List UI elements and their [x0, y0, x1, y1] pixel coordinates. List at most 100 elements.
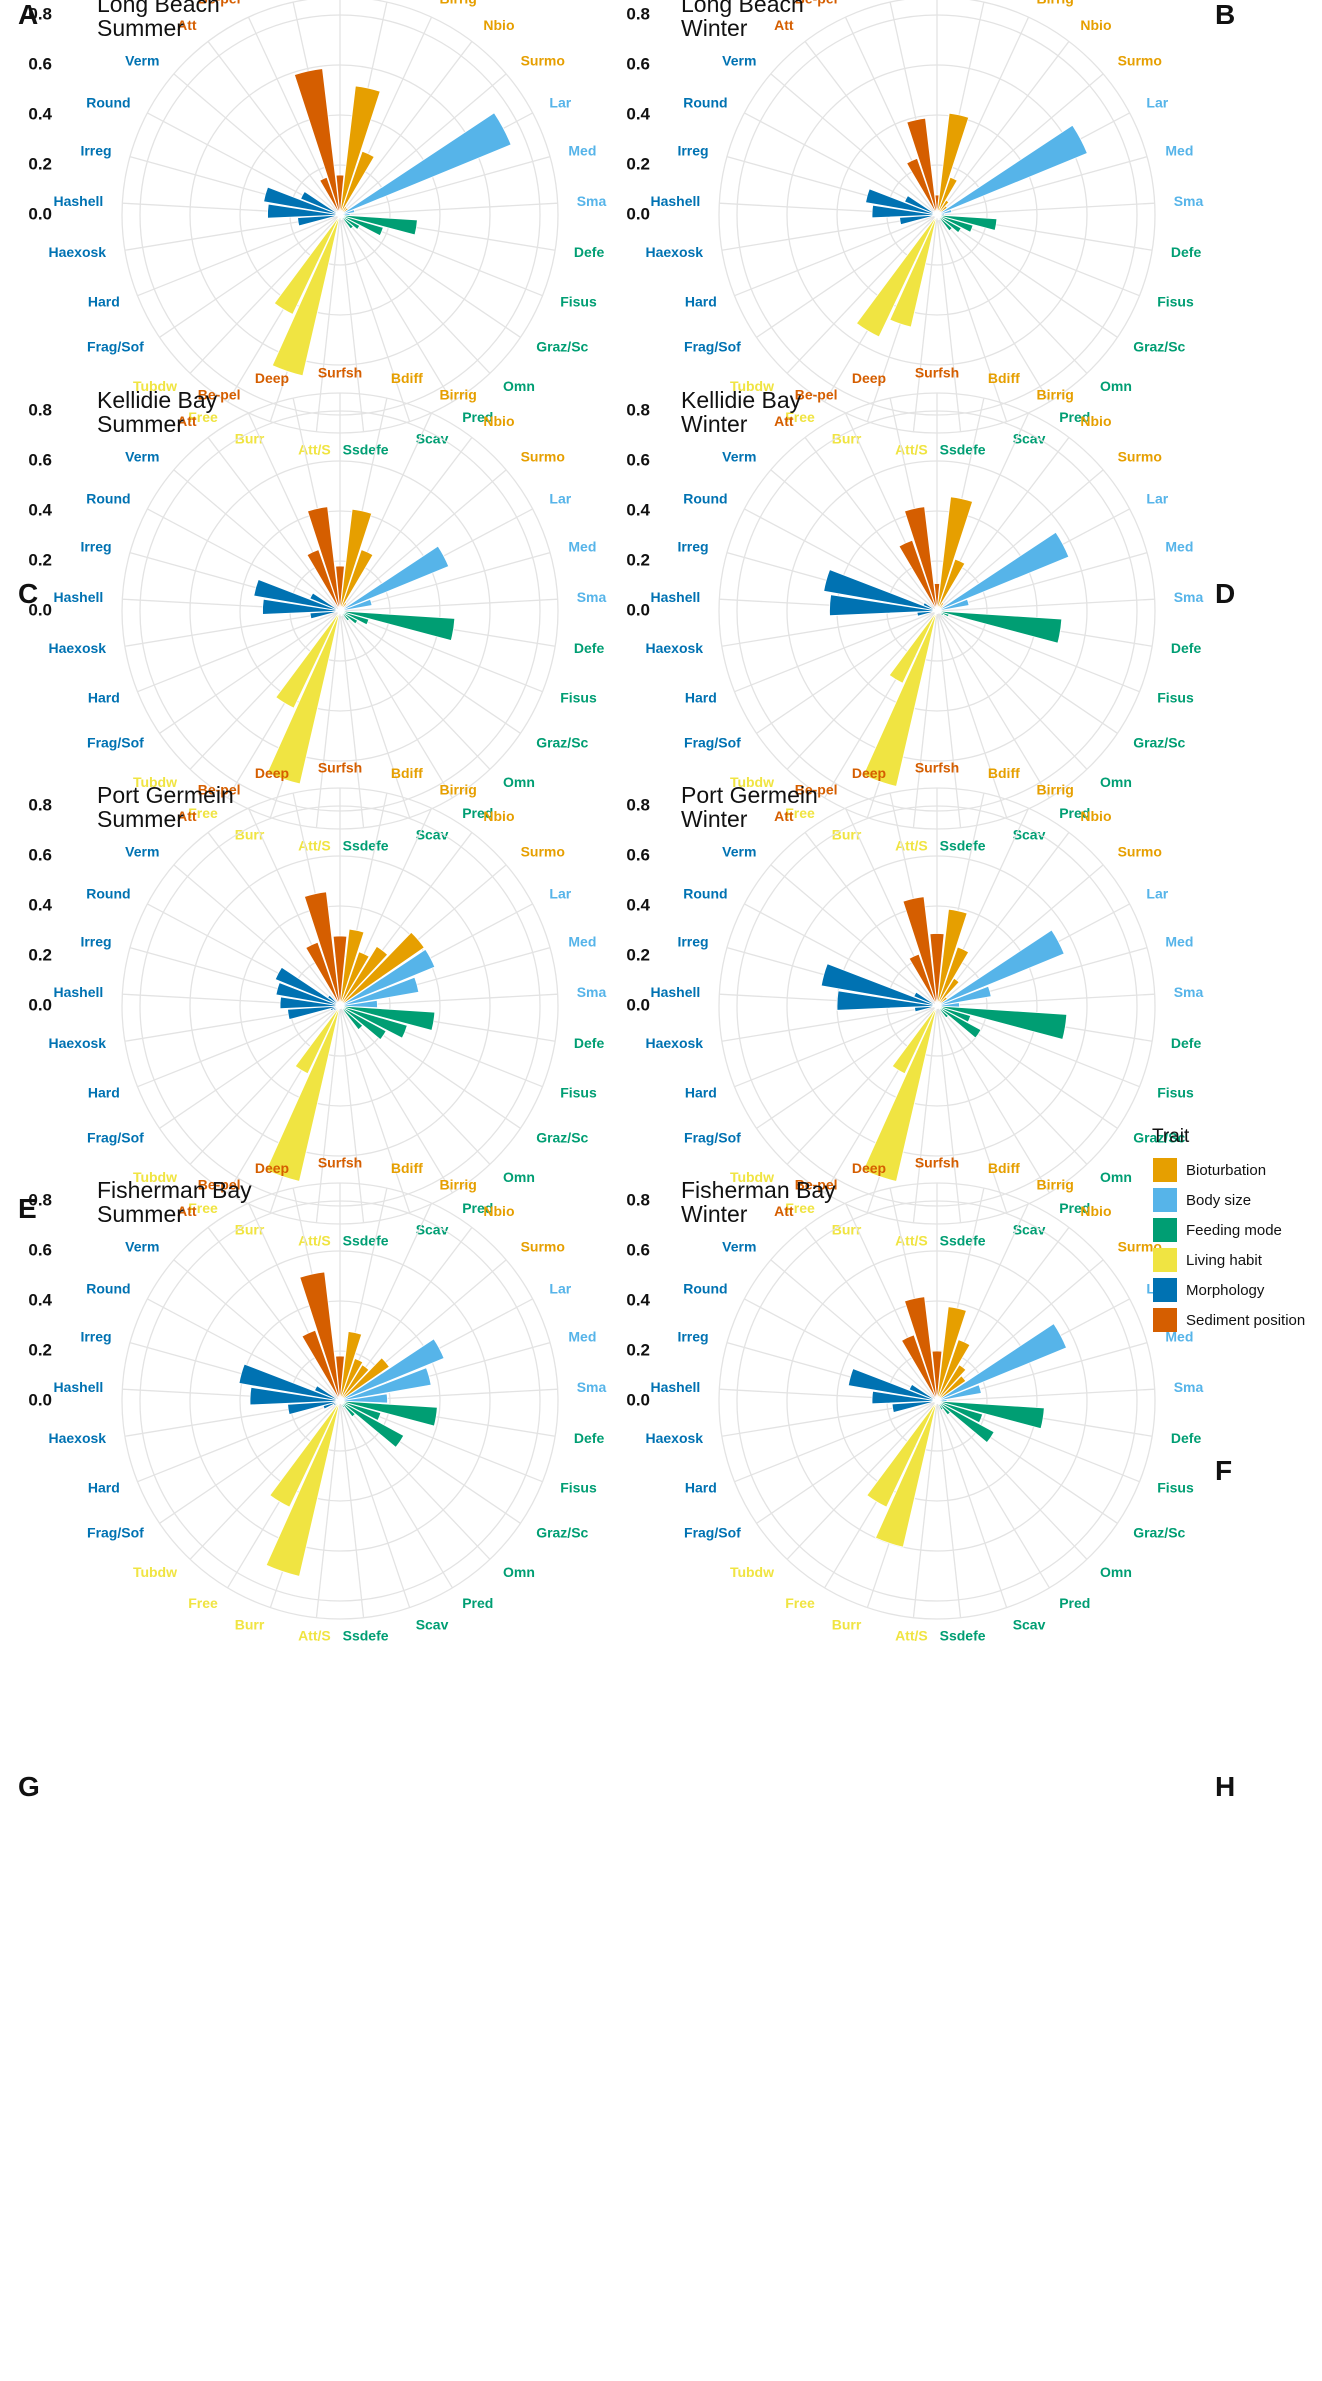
grid-spoke — [339, 1005, 411, 1213]
bar-burr — [265, 1400, 341, 1577]
grid-spoke — [744, 112, 938, 216]
category-label: Fisus — [1157, 689, 1194, 705]
bar-round — [913, 991, 938, 1007]
bar-irreg — [253, 578, 341, 612]
bar-hashell — [279, 996, 341, 1010]
bar-surmo — [339, 1357, 390, 1402]
category-label: Hashell — [53, 589, 103, 605]
y-tick-label: 0.6 — [626, 1240, 650, 1259]
grid-spoke — [734, 610, 938, 693]
grid-spoke — [339, 1400, 491, 1560]
panel-h: SurfshBdiffBirrigNbioSurmoLarMedSmaDefeF… — [626, 1155, 1203, 1644]
grid-spoke — [912, 1400, 938, 1618]
y-tick-label: 0.2 — [28, 1340, 52, 1359]
category-label: Lar — [549, 491, 571, 507]
grid-spoke — [339, 610, 491, 770]
bar-graz-sc — [339, 1400, 405, 1448]
category-label: Att/S — [298, 1627, 331, 1643]
category-label: Hard — [88, 293, 120, 309]
category-label: Verm — [722, 448, 756, 464]
y-tick-label: 0.4 — [626, 895, 650, 914]
panel-season-title: Summer — [97, 15, 184, 41]
category-label: Birrig — [440, 0, 477, 7]
category-label: Be-pel — [795, 0, 838, 7]
y-tick-label: 0.6 — [28, 450, 52, 469]
bar-omn — [339, 1400, 356, 1418]
grid-spoke — [936, 214, 1008, 422]
bar-irreg — [263, 186, 341, 216]
grid-spoke — [159, 1005, 341, 1129]
category-label: Verm — [125, 52, 159, 68]
bar-haexosk — [287, 1005, 341, 1020]
y-tick-label: 0.0 — [28, 204, 52, 223]
bar-omn — [936, 1005, 949, 1019]
y-tick-label: 0.4 — [626, 500, 650, 519]
category-label: Frag/Sof — [87, 1130, 144, 1146]
panel-letter: C — [18, 578, 38, 609]
y-tick-label: 0.2 — [28, 945, 52, 964]
grid-spoke — [339, 1005, 491, 1165]
grid-spoke — [912, 610, 938, 828]
category-label: Be-pel — [198, 387, 241, 403]
category-label: Defe — [1171, 244, 1202, 260]
bar-haexosk — [914, 1005, 938, 1013]
category-label: Ssdefe — [940, 1232, 986, 1248]
category-label: Sma — [577, 193, 607, 209]
category-label: Att — [774, 808, 794, 824]
bar-fisus — [339, 610, 370, 626]
panel-letter: F — [1215, 1455, 1232, 1486]
panel-season-title: Summer — [97, 411, 184, 437]
category-label: Pred — [1059, 805, 1090, 821]
grid-spoke — [756, 1400, 938, 1524]
bar-surmo — [936, 1375, 967, 1402]
category-label: Med — [568, 538, 596, 554]
y-tick-label: 0.2 — [626, 550, 650, 569]
bar-defe — [339, 610, 456, 642]
category-label: Round — [683, 1281, 727, 1297]
category-label: Defe — [574, 1035, 605, 1051]
category-label: Fisus — [560, 1084, 597, 1100]
category-label: Omn — [503, 378, 535, 394]
bar-med — [936, 1384, 982, 1402]
legend-swatch — [1153, 1158, 1177, 1182]
bar-surfsh — [933, 583, 941, 612]
grid-spoke — [786, 214, 938, 374]
category-label: Surfsh — [915, 1155, 959, 1171]
grid-spoke — [315, 610, 341, 828]
category-label: Hard — [88, 1479, 120, 1495]
y-tick-label: 0.8 — [28, 1190, 52, 1209]
bar-omn — [339, 214, 354, 230]
category-label: Ssdefe — [343, 1627, 389, 1643]
y-tick-label: 0.6 — [626, 845, 650, 864]
category-label: Sma — [1174, 984, 1204, 1000]
bar-surfsh — [934, 194, 940, 216]
bar-hashell — [836, 990, 938, 1011]
panel-c: Surfsh Bdiff Birrig Nbio Surmo Lar Med Sma Defe F… — [28, 365, 606, 854]
y-tick-label: 0.4 — [626, 104, 650, 123]
category-label: Pred — [462, 1595, 493, 1611]
bar-med — [339, 598, 373, 612]
bar-lar — [936, 531, 1070, 612]
category-label: Be-pel — [795, 387, 838, 403]
panel-season-title: Winter — [681, 1201, 748, 1227]
grid-spoke — [936, 610, 1008, 818]
category-label: Surfsh — [318, 1155, 362, 1171]
category-label: Med — [1165, 1328, 1193, 1344]
bar-deep — [293, 68, 341, 216]
panel-letter: B — [1215, 0, 1235, 30]
panel-letter: H — [1215, 1771, 1235, 1802]
grid-spoke — [770, 469, 938, 612]
panel-site-title: Kellidie Bay — [97, 387, 218, 413]
category-label: Free — [188, 1595, 218, 1611]
category-label: Round — [683, 886, 727, 902]
bar-omn — [936, 1400, 951, 1416]
y-tick-label: 0.2 — [28, 154, 52, 173]
grid-spoke — [936, 1005, 962, 1223]
grid-spoke — [936, 610, 1050, 799]
legend-label: Living habit — [1186, 1252, 1263, 1269]
grid-spoke — [339, 610, 521, 734]
category-label: Surmo — [521, 448, 565, 464]
grid-spoke — [721, 1005, 938, 1042]
y-tick-label: 0.4 — [28, 895, 52, 914]
grid-spoke — [339, 41, 473, 216]
